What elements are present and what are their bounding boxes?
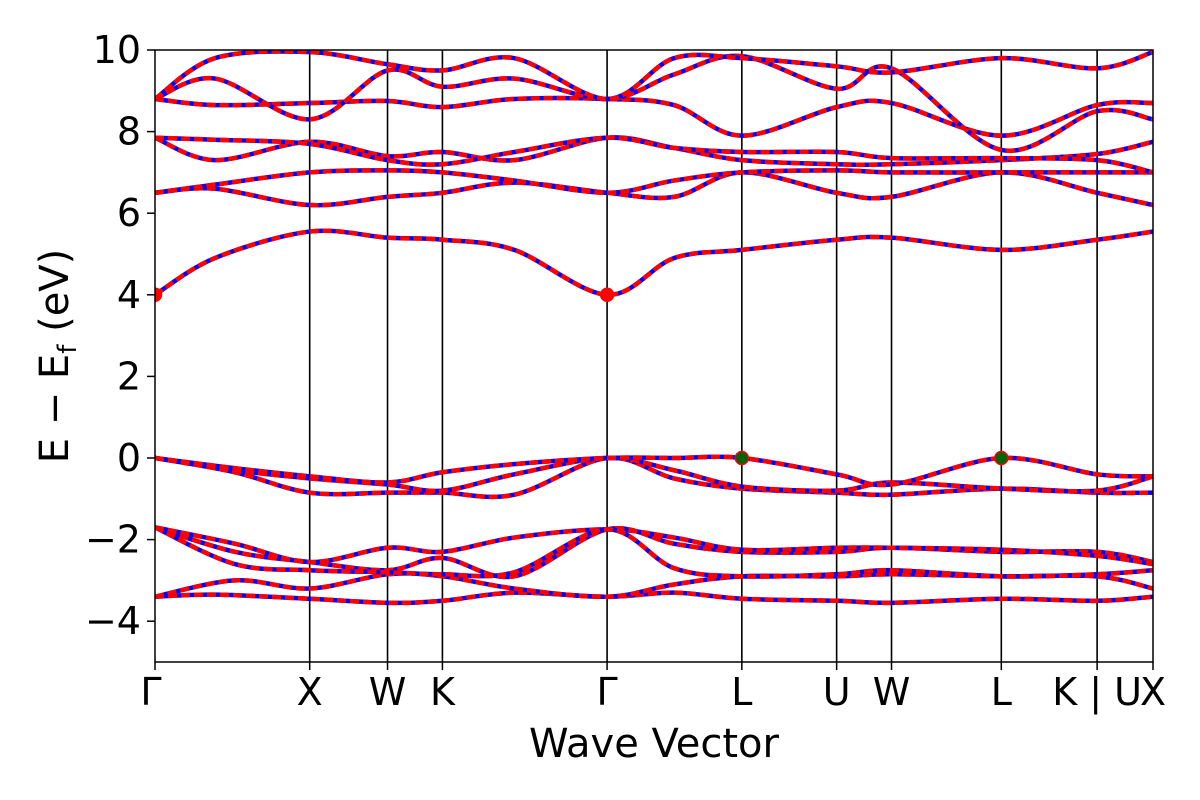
x-tick-label: X bbox=[297, 670, 323, 714]
band-line bbox=[155, 525, 1153, 579]
x-tick-label: X bbox=[1140, 670, 1166, 714]
x-tick-label: W bbox=[873, 670, 911, 714]
x-axis-label: Wave Vector bbox=[529, 721, 780, 767]
vbm-marker bbox=[994, 450, 1009, 466]
x-tick-label: Γ bbox=[140, 670, 161, 714]
bands bbox=[155, 50, 1153, 606]
band-line bbox=[155, 50, 1153, 102]
x-tick-label: L bbox=[991, 670, 1012, 714]
x-tick-label: K | U bbox=[1052, 670, 1142, 715]
x-tick-label: U bbox=[823, 670, 851, 714]
band-line bbox=[155, 590, 1153, 606]
x-tick-label: W bbox=[369, 670, 407, 714]
vbm-marker bbox=[734, 450, 750, 466]
cbm-marker bbox=[599, 287, 615, 303]
band-line bbox=[155, 168, 1153, 196]
band-line bbox=[155, 53, 1153, 154]
band-line bbox=[155, 170, 1153, 208]
band-line bbox=[155, 95, 1153, 138]
band-line bbox=[155, 135, 1153, 175]
band-line bbox=[155, 454, 1153, 488]
y-ticks: −4 −2 0 2 4 6 8 10 bbox=[85, 28, 155, 643]
y-tick-label: 6 bbox=[117, 191, 141, 235]
band-line bbox=[155, 228, 1153, 298]
cbm-marker bbox=[155, 287, 163, 303]
y-tick-label: 2 bbox=[117, 354, 141, 398]
y-tick-label: −2 bbox=[85, 518, 141, 562]
y-axis-label-subscript: f bbox=[53, 344, 83, 354]
y-tick-label: 8 bbox=[117, 110, 141, 154]
band-edge-markers bbox=[155, 287, 1009, 466]
y-axis-label-unit: (eV) bbox=[32, 249, 78, 345]
band-line bbox=[155, 525, 1153, 567]
x-tick-label: Γ bbox=[597, 670, 618, 714]
plot-frame bbox=[154, 49, 1154, 663]
x-tick-label: K bbox=[430, 670, 456, 714]
y-axis-label-main: E − E bbox=[32, 354, 78, 464]
x-tick-label: L bbox=[731, 670, 752, 714]
y-tick-label: 4 bbox=[117, 273, 141, 317]
band-line bbox=[155, 455, 1153, 494]
y-axis-label: E − Ef (eV) bbox=[32, 249, 83, 464]
band-line-blue bbox=[155, 228, 1153, 298]
y-tick-label: 0 bbox=[117, 436, 141, 480]
y-tick-label: 10 bbox=[93, 28, 141, 72]
y-tick-label: −4 bbox=[85, 599, 141, 643]
band-line-blue bbox=[155, 170, 1153, 208]
